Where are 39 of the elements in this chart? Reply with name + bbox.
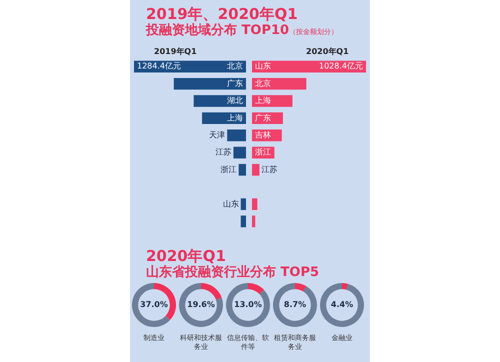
data-label: 8.7% <box>284 300 306 310</box>
bar <box>252 164 260 176</box>
category-label: 江苏 <box>261 164 278 174</box>
category-label: 江苏 <box>215 148 232 157</box>
category-label: 上海 <box>255 96 271 106</box>
category-label: 广东 <box>255 113 271 122</box>
bar <box>252 95 292 107</box>
category-label: 天津 <box>209 130 226 140</box>
category-label: 浙江 <box>220 164 237 174</box>
data-label: 1028.4亿元 <box>319 62 363 71</box>
chart-title: 2020年Q1 <box>305 46 350 58</box>
category-label: 浙江 <box>255 148 271 157</box>
bar <box>252 198 258 210</box>
bar <box>227 130 246 142</box>
category-label: 广东 <box>227 78 243 88</box>
category-label: 北京 <box>255 78 271 88</box>
category-label: 北京 <box>227 62 243 71</box>
category-label: 山东 <box>255 62 271 71</box>
bar <box>238 164 246 176</box>
bar <box>174 78 246 90</box>
bar <box>252 78 306 90</box>
data-label: 1284.4亿元 <box>137 62 181 71</box>
category-label: 吉林 <box>255 130 271 140</box>
data-label: 13.0% <box>234 300 262 310</box>
bar <box>240 216 246 228</box>
data-label: 4.4% <box>330 300 354 310</box>
category-label: 山东 <box>222 199 239 208</box>
bar <box>233 146 246 158</box>
text: 2019年、2020年Q1 <box>146 5 299 23</box>
text: 2020年Q1 <box>146 247 227 265</box>
chart-title: 2019年Q1 <box>153 46 198 58</box>
category-label: 上海 <box>227 113 243 122</box>
category-label: 湖北 <box>227 96 243 106</box>
data-label: 37.0% <box>140 300 168 310</box>
text: 山东省投融资行业分布 TOP5 <box>146 265 320 281</box>
bar <box>240 198 246 210</box>
bar <box>194 95 246 107</box>
bar <box>252 216 256 228</box>
data-label: 19.6% <box>187 300 215 310</box>
